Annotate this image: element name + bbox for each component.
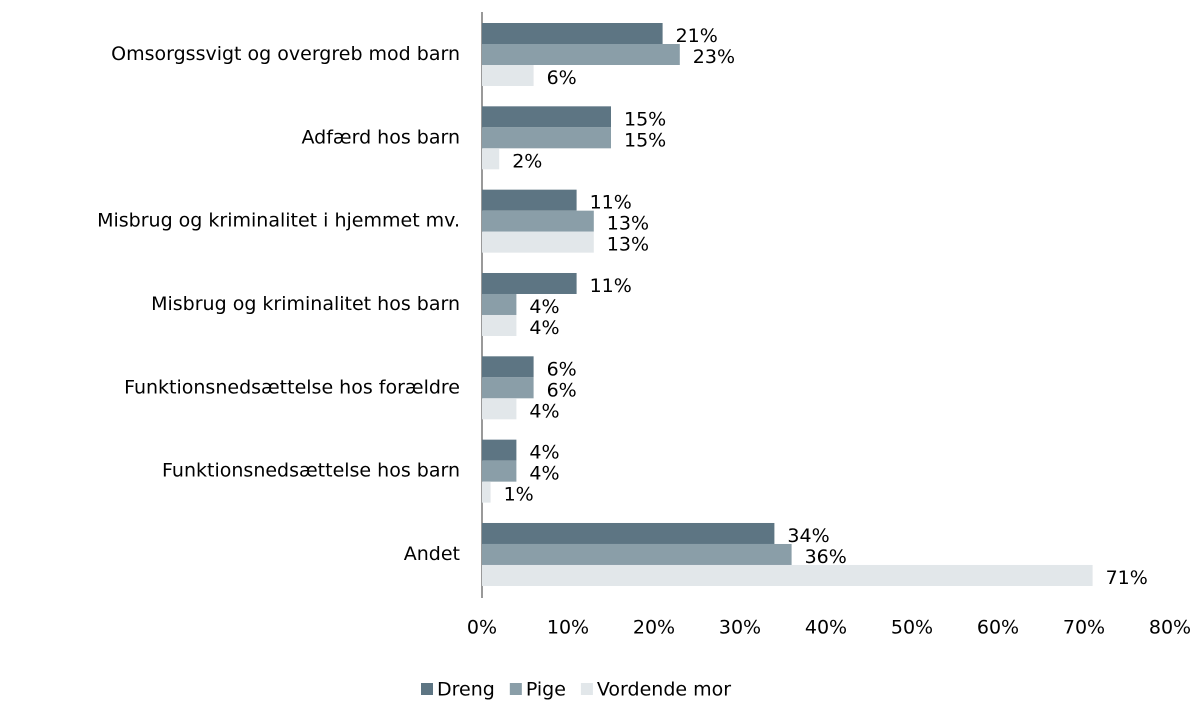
bar <box>482 23 663 44</box>
x-tick-label: 0% <box>467 617 497 639</box>
category-label: Funktionsnedsættelse hos forældre <box>124 376 460 398</box>
data-label: 13% <box>607 213 649 235</box>
category-label: Adfærd hos barn <box>302 126 460 148</box>
data-label: 71% <box>1106 567 1148 589</box>
category-label: Omsorgssvigt og overgreb mod barn <box>111 43 460 65</box>
data-label: 4% <box>529 400 559 422</box>
bar <box>482 460 517 482</box>
x-tick-label: 50% <box>891 617 933 639</box>
bar <box>482 377 534 399</box>
x-tick-label: 30% <box>719 617 761 639</box>
x-tick-label: 40% <box>805 617 847 639</box>
legend-swatch <box>421 683 433 695</box>
data-label: 11% <box>590 192 632 214</box>
bar <box>482 398 517 420</box>
bar <box>482 439 517 461</box>
x-tick-label: 80% <box>1149 617 1191 639</box>
bar <box>482 564 1093 586</box>
data-label: 15% <box>624 108 666 130</box>
data-label: 6% <box>547 67 577 89</box>
bar <box>482 293 517 315</box>
data-label: 23% <box>693 46 735 68</box>
bar <box>482 127 611 149</box>
bar <box>482 44 680 65</box>
bar <box>482 148 500 170</box>
data-label: 6% <box>547 358 577 380</box>
data-label: 11% <box>590 275 632 297</box>
legend-label: Vordende mor <box>597 679 731 701</box>
bar <box>482 314 517 336</box>
category-label: Andet <box>404 543 460 565</box>
legend-label: Pige <box>526 679 566 701</box>
x-tick-label: 20% <box>633 617 675 639</box>
data-label: 4% <box>529 317 559 339</box>
data-label: 13% <box>607 234 649 256</box>
x-tick-label: 10% <box>547 617 589 639</box>
data-label: 2% <box>512 150 542 172</box>
data-label: 4% <box>529 442 559 464</box>
data-label: 34% <box>787 525 829 547</box>
legend-label: Dreng <box>437 679 495 701</box>
bar <box>482 231 594 253</box>
bar <box>482 481 491 503</box>
data-label: 36% <box>805 546 847 568</box>
bar <box>482 543 792 565</box>
bar <box>482 356 534 378</box>
bar <box>482 189 577 211</box>
legend-swatch <box>580 683 593 695</box>
bar <box>482 522 775 544</box>
data-label: 21% <box>676 25 718 47</box>
data-label: 4% <box>529 296 559 318</box>
category-label: Misbrug og kriminalitet hos barn <box>151 293 460 315</box>
data-label: 15% <box>624 129 666 151</box>
bar <box>482 106 611 128</box>
category-label: Funktionsnedsættelse hos barn <box>162 460 460 482</box>
data-label: 6% <box>547 379 577 401</box>
category-label: Misbrug og kriminalitet i hjemmet mv. <box>97 210 460 232</box>
bar <box>482 210 594 232</box>
bar <box>482 272 577 294</box>
legend-swatch <box>509 683 522 695</box>
x-tick-label: 60% <box>977 617 1019 639</box>
bar <box>482 65 534 86</box>
data-label: 1% <box>504 484 534 506</box>
data-label: 4% <box>529 463 559 485</box>
x-tick-label: 70% <box>1063 617 1105 639</box>
